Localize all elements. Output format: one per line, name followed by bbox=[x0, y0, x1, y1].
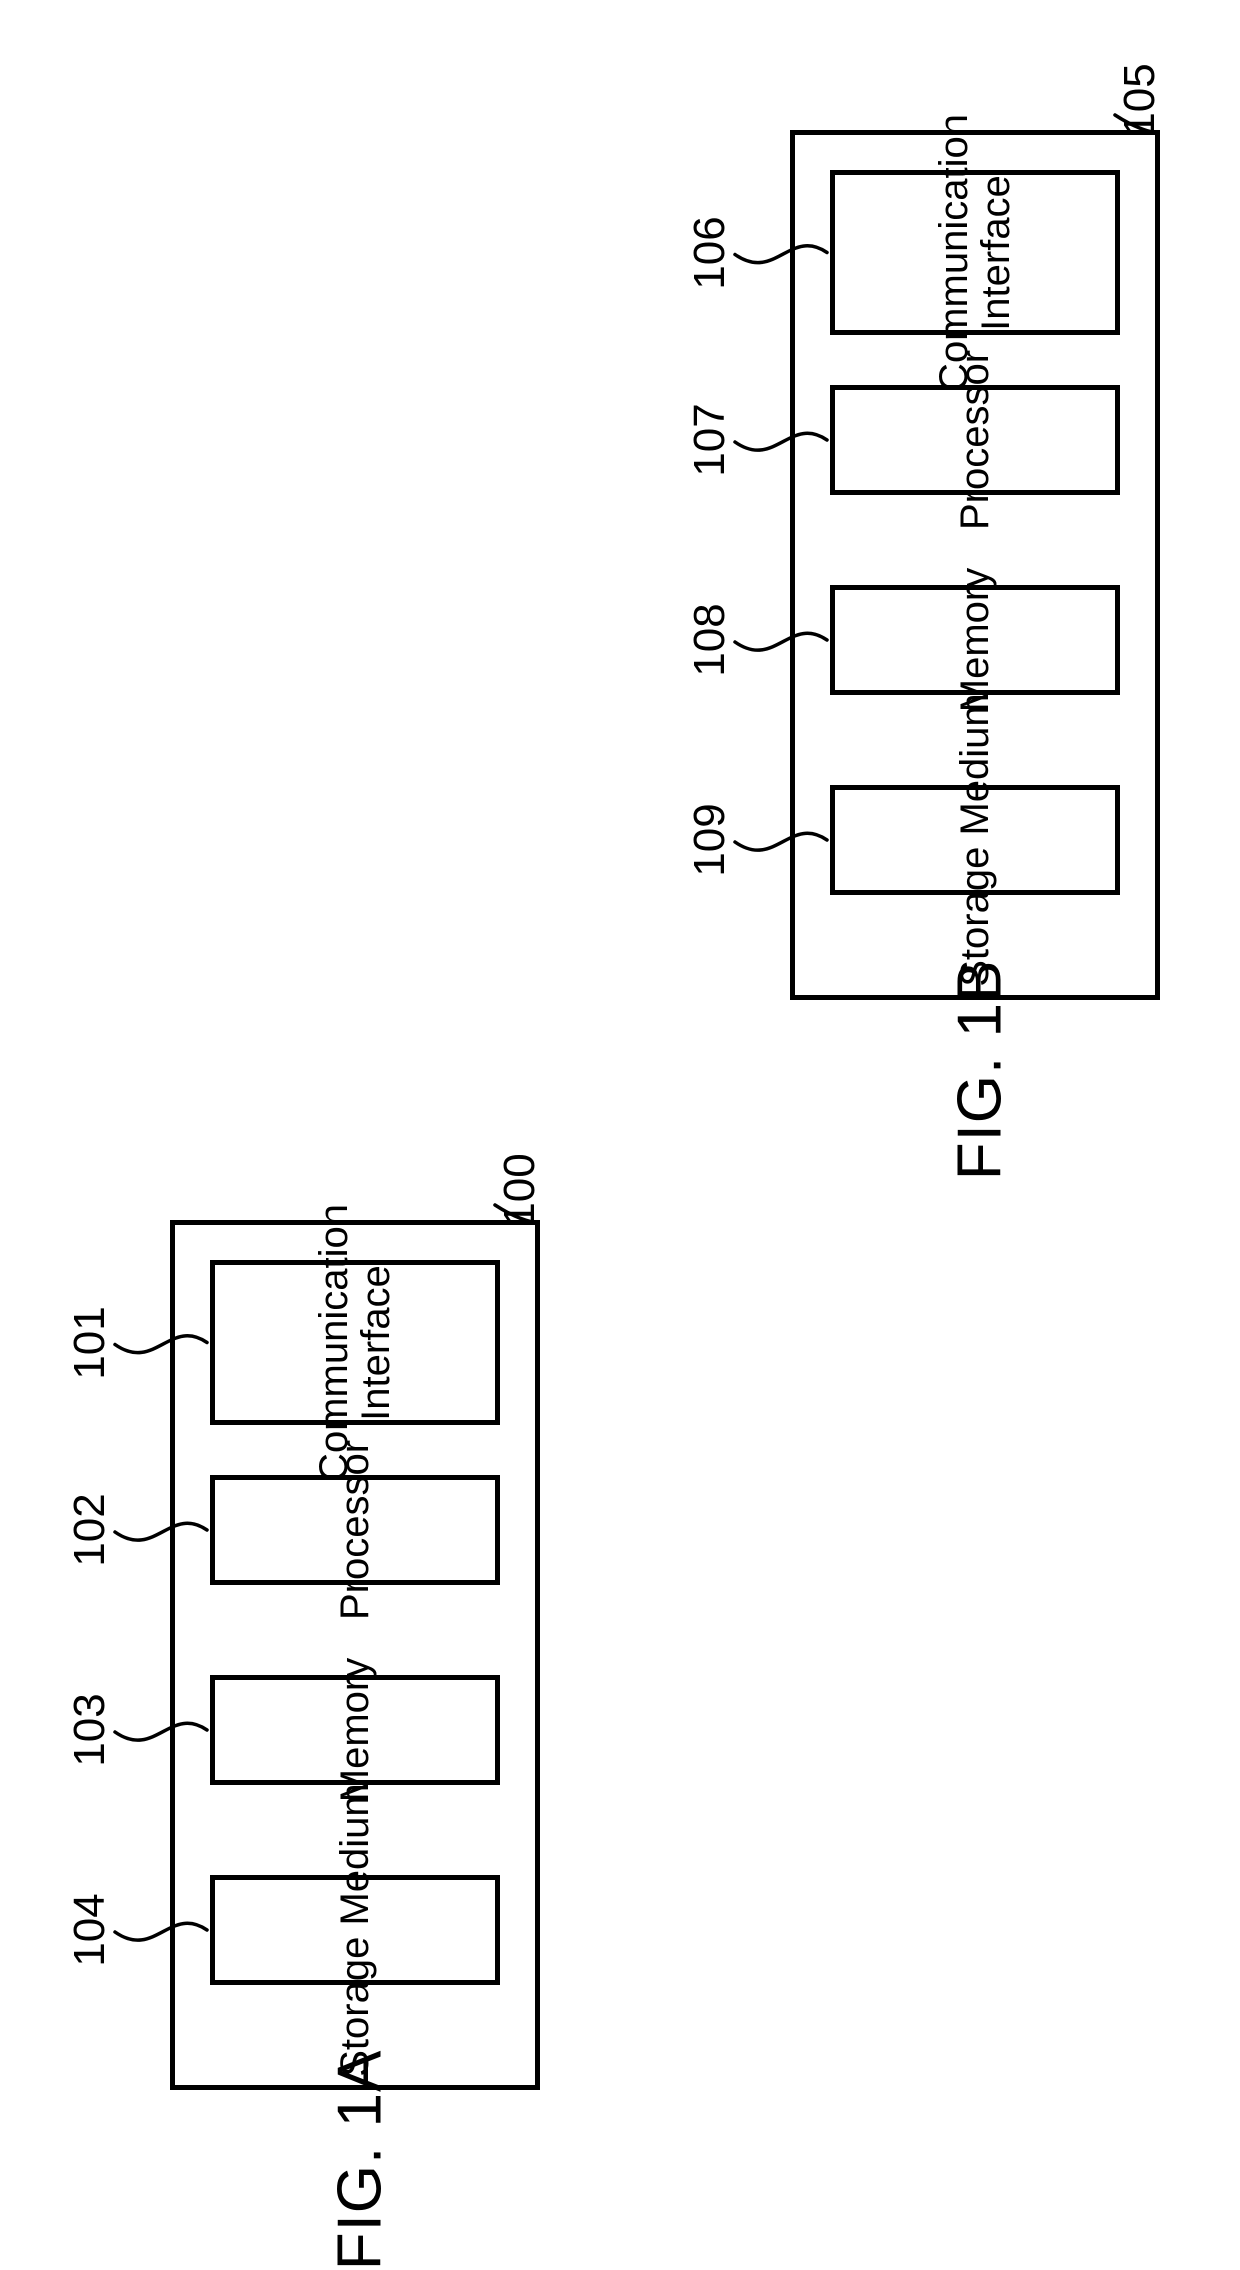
diagram-canvas: 100FIG. 1ACommunicationInterface101Proce… bbox=[0, 0, 1240, 2209]
figB-lead-109 bbox=[0, 0, 1240, 2209]
